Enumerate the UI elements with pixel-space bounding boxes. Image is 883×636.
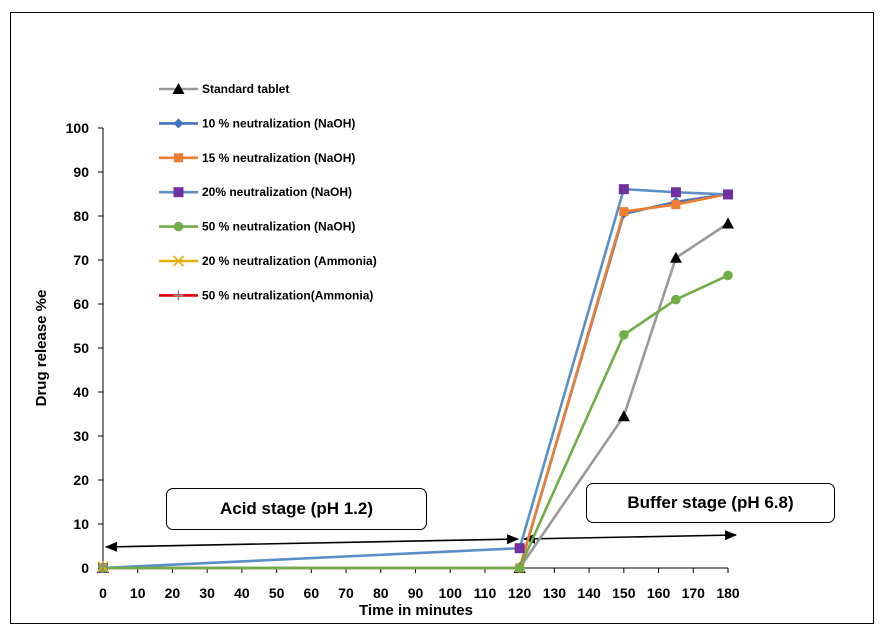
data-point-series-1 [669,251,682,263]
acid-stage-label: Acid stage (pH 1.2) [166,488,427,530]
legend-label-6: 20 % neutralization (Ammonia) [202,254,377,268]
legend-marker-7 [173,290,184,301]
data-point-series-1 [722,217,734,229]
x-tick-label: 80 [373,585,389,601]
data-point-series-4 [514,543,525,554]
data-point-series-5 [514,563,525,573]
y-tick-label: 10 [73,516,89,532]
data-point-series-5 [723,270,733,281]
x-tick-label: 100 [439,585,463,601]
x-tick-label: 170 [682,585,706,601]
x-tick-label: 110 [474,585,497,601]
y-tick-label: 50 [73,340,89,356]
acid-stage-arrow [105,534,519,552]
legend: Standard tablet 10 % neutralization (NaOH… [159,82,377,302]
x-tick-label: 130 [543,585,567,601]
y-tick-label: 100 [66,120,90,136]
x-tick-label: 30 [199,585,215,601]
legend-label-2: 10 % neutralization (NaOH) [202,116,355,130]
stage-arrows [105,530,737,552]
legend-marker-1 [172,83,185,94]
x-axis-title: Time in minutes [359,602,473,619]
x-tick-label: 10 [130,585,146,601]
y-tick-label: 60 [73,296,89,312]
legend-label-1: Standard tablet [202,82,289,96]
buffer-stage-arrow [523,530,737,544]
legend-label-3: 15 % neutralization (NaOH) [202,151,355,165]
data-point-series-4 [723,189,733,200]
y-tick-label: 80 [73,208,89,224]
legend-marker-2 [173,118,184,129]
x-tick-label: 150 [612,585,636,601]
x-tick-labels: 0 10 20 30 40 50 60 70 80 90 100 110 120 130 140 150 160… [99,585,740,601]
legend-label-5: 50 % neutralization (NaOH) [202,220,355,234]
y-tick-label: 20 [73,472,89,488]
x-tick-label: 20 [165,585,181,601]
legend-label-7: 50 % neutralization(Ammonia) [202,288,373,302]
data-point-series-7 [98,560,108,571]
data-point-series-4 [670,187,681,198]
x-tick-label: 120 [508,585,532,601]
x-tick-label: 180 [716,585,740,601]
data-point-series-3 [671,200,681,210]
x-tick-label: 90 [408,585,424,601]
y-tick-label: 40 [73,384,89,400]
series-markers [97,184,734,573]
x-tick-label: 70 [338,585,354,601]
x-tick-label: 60 [304,585,320,601]
y-axis-title: Drug release %e [33,290,50,407]
x-tick-label: 160 [647,585,671,601]
y-tick-label: 30 [73,428,89,444]
legend-marker-3 [174,153,183,163]
y-tick-labels: 0 10 20 30 40 50 60 70 80 90 100 [66,120,90,576]
x-tick-label: 140 [577,585,601,601]
data-point-series-1 [617,410,630,422]
data-point-series-5 [671,294,681,305]
data-point-series-5 [619,330,629,340]
x-tick-label: 50 [269,585,285,601]
x-tick-label: 40 [234,585,250,601]
legend-marker-4 [173,187,184,198]
data-point-series-4 [618,184,629,195]
buffer-stage-label: Buffer stage (pH 6.8) [586,483,835,523]
legend-marker-5 [173,221,184,232]
y-tick-label: 0 [81,560,89,576]
y-tick-label: 90 [73,164,89,180]
y-tick-label: 70 [73,252,89,268]
x-tick-label: 0 [99,585,107,601]
data-point-series-3 [619,207,629,217]
legend-label-4: 20% neutralization (NaOH) [202,185,352,199]
legend-marker-6 [172,255,185,267]
